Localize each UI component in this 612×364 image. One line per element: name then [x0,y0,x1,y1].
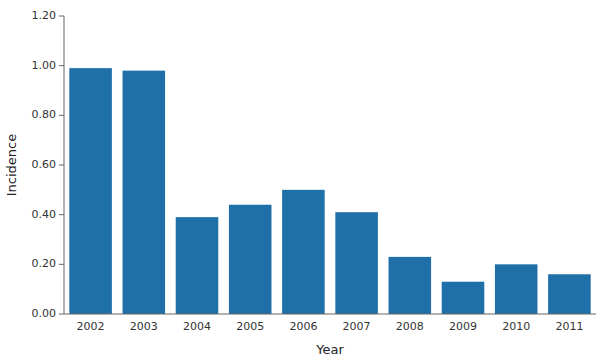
y-tick [59,264,64,265]
y-tick-label: 0.20 [32,257,57,270]
y-tick-label: 0.00 [32,307,57,320]
x-axis-label: Year [315,342,344,357]
bar [229,205,272,314]
bar [69,68,112,314]
bar [282,190,325,314]
y-tick-label: 0.80 [32,108,57,121]
bar [176,217,219,314]
x-tick-label: 2003 [130,320,158,333]
bar [389,257,432,314]
x-tick-label: 2008 [396,320,424,333]
y-tick [59,214,64,215]
bar [548,274,591,314]
y-tick-label: 0.40 [32,208,57,221]
y-axis-line [64,16,65,314]
y-tick [59,16,64,17]
bar [335,212,378,314]
y-axis-label: Incidence [4,134,19,196]
y-tick-label: 1.20 [32,9,57,22]
y-tick [59,65,64,66]
y-tick-label: 1.00 [32,59,57,72]
y-tick-label: 0.60 [32,158,57,171]
y-tick [59,165,64,166]
bar [123,71,166,314]
bars [69,68,590,314]
x-tick-label: 2002 [77,320,105,333]
x-tick-label: 2005 [236,320,264,333]
x-tick-label: 2011 [555,320,583,333]
x-tick-label: 2009 [449,320,477,333]
bar [442,282,485,314]
x-tick-label: 2004 [183,320,211,333]
x-tick-label: 2006 [289,320,317,333]
x-tick-label: 2010 [502,320,530,333]
x-tick-label: 2007 [343,320,371,333]
bar [495,264,538,314]
x-axis: 2002 2003 2004 2005 2006 2007 2008 2009 2010 2011 [77,320,584,333]
y-axis: 0.00 0.20 0.40 0.60 0.80 1.00 1.20 [32,9,65,320]
x-axis-line [64,314,596,315]
y-tick [59,115,64,116]
y-tick [59,314,64,315]
chart: 0.00 0.20 0.40 0.60 0.80 1.00 1.20 2002 2003 2004… [0,0,612,364]
